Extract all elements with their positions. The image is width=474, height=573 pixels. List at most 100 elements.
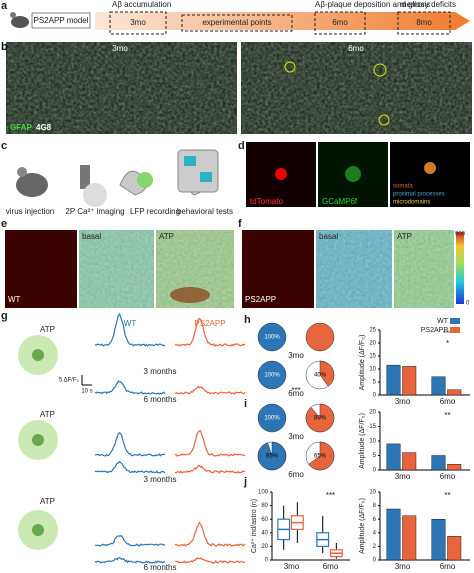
y-tick-label: 10 [369,490,376,496]
experimental-points: experimental points [202,18,271,27]
trace [174,464,246,475]
decoration [31,12,91,29]
pie-label: 100% [264,335,280,341]
bar [431,519,446,561]
group-label: WT [124,319,137,328]
stage-caption: Aβ accumulation [112,0,171,9]
stage-box: 3mo [130,18,146,27]
pie-row-label: 3mo [288,351,304,360]
panel-label: d [238,140,245,152]
scale-label: 10 s [81,389,92,395]
pie-label: 100% [264,416,280,422]
decoration [284,61,296,73]
x-tick-label: 6mo [440,472,456,481]
genotype-label: WT [8,295,21,304]
age-label: 3mo [112,44,128,53]
condition-label: ATP [159,232,174,241]
decoration [95,12,470,30]
bar [447,464,462,471]
decoration [184,156,196,166]
genotype-label: PS2APP [245,295,276,304]
stimulus-label: ATP [40,410,55,419]
y-tick-label: 0 [265,558,269,564]
y-tick-label: 5 [373,453,377,459]
legend-swatch [450,318,460,324]
group-label: PS2APP [194,319,225,328]
decoration [32,524,44,536]
legend-label: proximal processes [393,192,445,198]
step-label: behavioral tests [177,207,233,216]
y-axis-label: Ca²⁺ ind/astro (n) [251,499,258,553]
decoration [200,172,212,182]
trace [94,431,166,457]
trace [94,312,166,347]
panel-label: c [1,140,7,152]
y-tick-label: 25 [369,328,376,334]
decoration [5,230,77,308]
legend-label: PS2APP [421,327,449,334]
panel-label: b [1,41,8,53]
y-tick-label: 2 [373,544,377,550]
pie-slice [257,322,287,352]
bar [386,443,401,471]
bar [386,364,401,396]
stimulus-label: ATP [40,497,55,506]
y-tick-label: 6 [373,517,377,523]
trace [94,535,166,547]
pie-label: 40% [314,373,327,379]
trace [174,521,246,547]
legend-label: WT [437,318,449,325]
decoration [16,173,48,197]
y-tick-label: 20 [369,341,376,347]
bar [402,452,417,471]
layout [5,11,472,550]
stage-box: 6mo [332,18,348,27]
decoration [456,232,464,304]
panel-label: j [243,476,247,488]
condition-label: basal [82,232,101,241]
age-label: 6mo [348,44,364,53]
step-label: virus injection [6,207,54,216]
trace [94,380,166,395]
y-tick-label: 100 [258,490,269,496]
pie-slice [305,322,335,352]
pie-label: 65% [314,454,327,460]
panel-label: e [1,218,7,230]
panel-label: h [244,314,251,326]
pie-slice [319,360,335,387]
decoration [80,165,90,189]
trace [94,557,166,564]
trace [174,317,246,347]
x-tick-label: 3mo [395,472,411,481]
x-tick-label: 3mo [395,562,411,571]
stimulus-label: ATP [40,325,55,334]
pie-slice [257,360,287,390]
colorbar-label: 900 [455,232,466,238]
pie-row-label: 6mo [288,470,304,479]
bar [447,389,462,396]
decoration [32,434,44,446]
y-tick-label: 80 [261,503,268,509]
decoration [424,162,436,174]
y-tick-label: 4 [373,530,377,536]
decoration [275,168,287,180]
decoration [79,230,154,308]
channel-label: GCaMP6f [322,197,358,206]
y-axis-label: Amplitude (ΔF/F₀) [359,413,366,469]
bar [431,376,446,396]
decoration [316,230,392,308]
y-tick-label: 5 [373,380,377,386]
condition-label: ATP [397,232,412,241]
trace [174,385,246,395]
stage-box: 8mo [416,18,432,27]
y-tick-label: 0 [373,468,377,474]
legend-label: microdomains [393,200,430,206]
decoration [373,63,387,77]
decoration [17,167,27,177]
age-label: 3 months [144,367,177,376]
bar [431,455,446,471]
decoration [6,42,237,134]
decoration [241,42,472,134]
y-tick-label: 20 [261,544,268,550]
stage-caption: Aβ-plaque deposition and gliosis [315,0,430,9]
